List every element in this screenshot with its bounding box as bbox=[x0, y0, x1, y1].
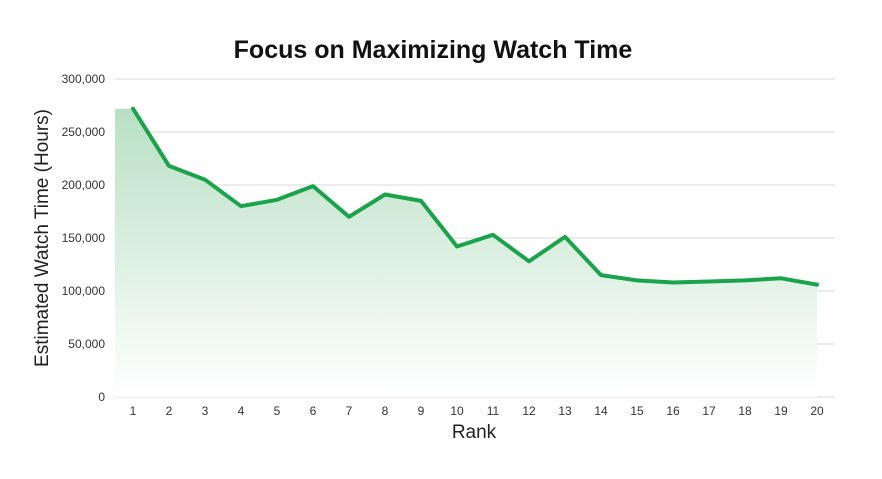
x-tick-label: 15 bbox=[630, 404, 644, 418]
x-tick-label: 3 bbox=[202, 404, 209, 418]
x-axis-ticks: 1 2 3 4 5 6 7 8 9 10 11 12 13 14 15 16 17 18 19 20 bbox=[130, 404, 824, 418]
series-line bbox=[131, 106, 819, 287]
y-tick-label: 100,000 bbox=[62, 284, 106, 298]
x-tick-label: 19 bbox=[774, 404, 788, 418]
x-tick-label: 17 bbox=[702, 404, 716, 418]
x-tick-label: 1 bbox=[130, 404, 137, 418]
x-tick-label: 8 bbox=[382, 404, 389, 418]
x-tick-label: 7 bbox=[346, 404, 353, 418]
y-tick-label: 50,000 bbox=[68, 337, 105, 351]
y-tick-label: 250,000 bbox=[62, 125, 106, 139]
y-axis-ticks: 0 50,000 100,000 150,000 200,000 250,000 300,0… bbox=[62, 72, 106, 404]
x-tick-label: 12 bbox=[522, 404, 536, 418]
x-tick-label: 11 bbox=[487, 404, 500, 418]
x-axis-label: Rank bbox=[452, 422, 497, 443]
x-tick-label: 13 bbox=[558, 404, 572, 418]
x-tick-label: 16 bbox=[666, 404, 680, 418]
x-tick-label: 5 bbox=[274, 404, 281, 418]
y-tick-label: 200,000 bbox=[62, 178, 106, 192]
x-tick-label: 20 bbox=[810, 404, 824, 418]
x-tick-label: 10 bbox=[450, 404, 464, 418]
x-tick-label: 6 bbox=[310, 404, 317, 418]
x-tick-label: 18 bbox=[738, 404, 752, 418]
x-tick-label: 4 bbox=[238, 404, 245, 418]
x-tick-label: 14 bbox=[594, 404, 608, 418]
x-tick-label: 9 bbox=[418, 404, 425, 418]
y-tick-label: 0 bbox=[98, 390, 105, 404]
x-tick-label: 2 bbox=[166, 404, 173, 418]
y-tick-label: 150,000 bbox=[62, 231, 106, 245]
y-tick-label: 300,000 bbox=[62, 72, 106, 86]
chart-title: Focus on Maximizing Watch Time bbox=[234, 36, 633, 64]
y-axis-label: Estimated Watch Time (Hours) bbox=[32, 109, 53, 367]
series-area bbox=[115, 108, 817, 397]
